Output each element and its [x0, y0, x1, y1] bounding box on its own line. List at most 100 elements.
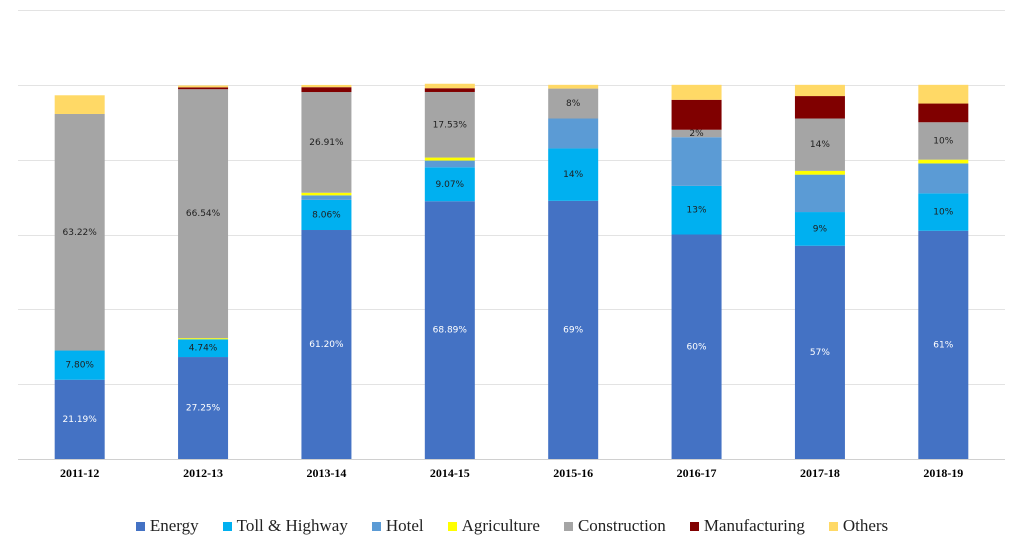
legend-item: Hotel: [371, 516, 424, 536]
legend-swatch: [135, 521, 145, 531]
x-tick-label: 2015-16: [553, 466, 593, 480]
data-label: 61.20%: [309, 340, 344, 350]
x-tick-label: 2016-17: [677, 466, 717, 480]
bar-segment-manufacturing-2012-13: [178, 87, 229, 90]
x-tick-label: 2012-13: [183, 466, 223, 480]
bar-segment-agriculture-2012-13: [178, 338, 229, 340]
bar-segment-hotel-2018-19: [918, 163, 969, 194]
gridlines: [18, 10, 1005, 460]
legend-label: Energy: [149, 516, 199, 535]
bar-segment-manufacturing-2017-18: [794, 96, 845, 119]
legend-swatch: [447, 521, 457, 531]
bar-segment-manufacturing-2016-17: [671, 99, 722, 130]
bar-segment-construction-2012-13: [178, 89, 229, 339]
legend-item: Energy: [135, 516, 199, 536]
x-tick-label: 2018-19: [923, 466, 963, 480]
bar-segment-manufacturing-2018-19: [918, 103, 969, 123]
legend-swatch: [563, 521, 573, 531]
data-label: 14%: [810, 140, 830, 150]
bars: [54, 83, 969, 460]
data-labels: 21.19% 7.80% 63.22% 27.25% 4.74% 66.54% 61.20%…: [63, 99, 954, 425]
bar-segment-agriculture-2017-18: [794, 170, 845, 175]
bar-segment-others-2017-18: [794, 84, 845, 97]
bar-segment-construction-2015-16: [548, 88, 599, 119]
data-label: 68.89%: [433, 326, 468, 336]
legend-label: Agriculture: [461, 516, 540, 535]
data-label: 9.07%: [436, 180, 465, 190]
legend-item: Agriculture: [447, 516, 540, 536]
bar-segment-hotel-2014-15: [424, 160, 475, 168]
stacked-bar-chart: 21.19% 7.80% 63.22% 27.25% 4.74% 66.54% 61.20%…: [18, 10, 1005, 480]
bar-segment-agriculture-2014-15: [424, 157, 475, 161]
bar-segment-energy-2014-15: [424, 201, 475, 460]
bar-segment-construction-2013-14: [301, 92, 352, 193]
data-label: 61%: [933, 340, 953, 350]
bar-segment-toll-highway-2011-12: [54, 350, 105, 380]
bar-segment-agriculture-2018-19: [918, 159, 969, 164]
bar-segment-others-2011-12: [54, 95, 105, 114]
data-label: 10%: [933, 208, 953, 218]
data-label: 14%: [563, 170, 583, 180]
data-label: 21.19%: [63, 415, 98, 425]
bar-segment-others-2014-15: [424, 83, 475, 89]
x-tick-label: 2013-14: [306, 466, 346, 480]
bar-segment-energy-2018-19: [918, 230, 969, 459]
data-label: 10%: [933, 136, 953, 146]
data-label: 63.22%: [63, 228, 98, 238]
x-axis-ticks: 2011-12 2012-13 2013-14 2014-15 2015-16 2016-…: [60, 466, 963, 480]
bar-segment-energy-2013-14: [301, 230, 352, 459]
x-tick-label: 2017-18: [800, 466, 840, 480]
bar-segment-energy-2015-16: [548, 200, 599, 459]
legend-item: Construction: [563, 516, 666, 536]
bar-segment-construction-2017-18: [794, 118, 845, 171]
legend-item: Manufacturing: [689, 516, 805, 536]
bar-segment-toll-highway-2016-17: [671, 185, 722, 235]
bar-segment-hotel-2017-18: [794, 174, 845, 213]
bar-segment-energy-2017-18: [794, 245, 845, 459]
data-label: 9%: [813, 224, 828, 234]
legend-label: Construction: [577, 516, 666, 535]
bar-segment-manufacturing-2014-15: [424, 88, 475, 92]
bar-segment-hotel-2013-14: [301, 195, 352, 200]
data-label: 66.54%: [186, 209, 221, 219]
legend-swatch: [371, 521, 381, 531]
data-label: 4.74%: [189, 344, 218, 354]
data-label: 69%: [563, 325, 583, 335]
bar-segment-hotel-2016-17: [671, 137, 722, 186]
bar-segment-toll-highway-2018-19: [918, 193, 969, 231]
data-label: 27.25%: [186, 404, 221, 414]
legend-label: Others: [842, 516, 889, 535]
legend-swatch: [689, 521, 699, 531]
legend-swatch: [828, 521, 838, 531]
legend-item: Others: [828, 516, 889, 536]
legend-label: Hotel: [385, 516, 424, 535]
bar-segment-construction-2016-17: [671, 129, 722, 138]
bar-segment-toll-highway-2012-13: [178, 339, 229, 358]
bar-segment-others-2015-16: [548, 84, 599, 89]
data-label: 2%: [689, 129, 704, 139]
bar-segment-construction-2014-15: [424, 91, 475, 158]
bar-segment-others-2016-17: [671, 84, 722, 100]
bar-segment-others-2013-14: [301, 84, 352, 88]
bar-segment-others-2018-19: [918, 84, 969, 104]
bar-segment-construction-2018-19: [918, 122, 969, 160]
legend-label: Manufacturing: [703, 516, 805, 535]
x-tick-label: 2011-12: [60, 466, 99, 480]
legend-label: Toll & Highway: [236, 516, 348, 535]
data-label: 13%: [687, 206, 707, 216]
x-tick-label: 2014-15: [430, 466, 470, 480]
data-label: 8.06%: [312, 210, 341, 220]
bar-segment-energy-2012-13: [178, 357, 229, 459]
legend-item: Toll & Highway: [222, 516, 348, 536]
bar-segment-others-2012-13: [178, 85, 229, 88]
bar-segment-toll-highway-2014-15: [424, 167, 475, 202]
data-label: 26.91%: [309, 138, 344, 148]
legend-swatch: [222, 521, 232, 531]
bar-segment-toll-highway-2015-16: [548, 148, 599, 201]
data-label: 60%: [687, 342, 707, 352]
data-label: 7.80%: [65, 361, 94, 371]
bar-segment-energy-2011-12: [54, 379, 105, 459]
data-label: 8%: [566, 99, 581, 109]
data-label: 17.53%: [433, 120, 468, 130]
bar-segment-toll-highway-2017-18: [794, 212, 845, 246]
